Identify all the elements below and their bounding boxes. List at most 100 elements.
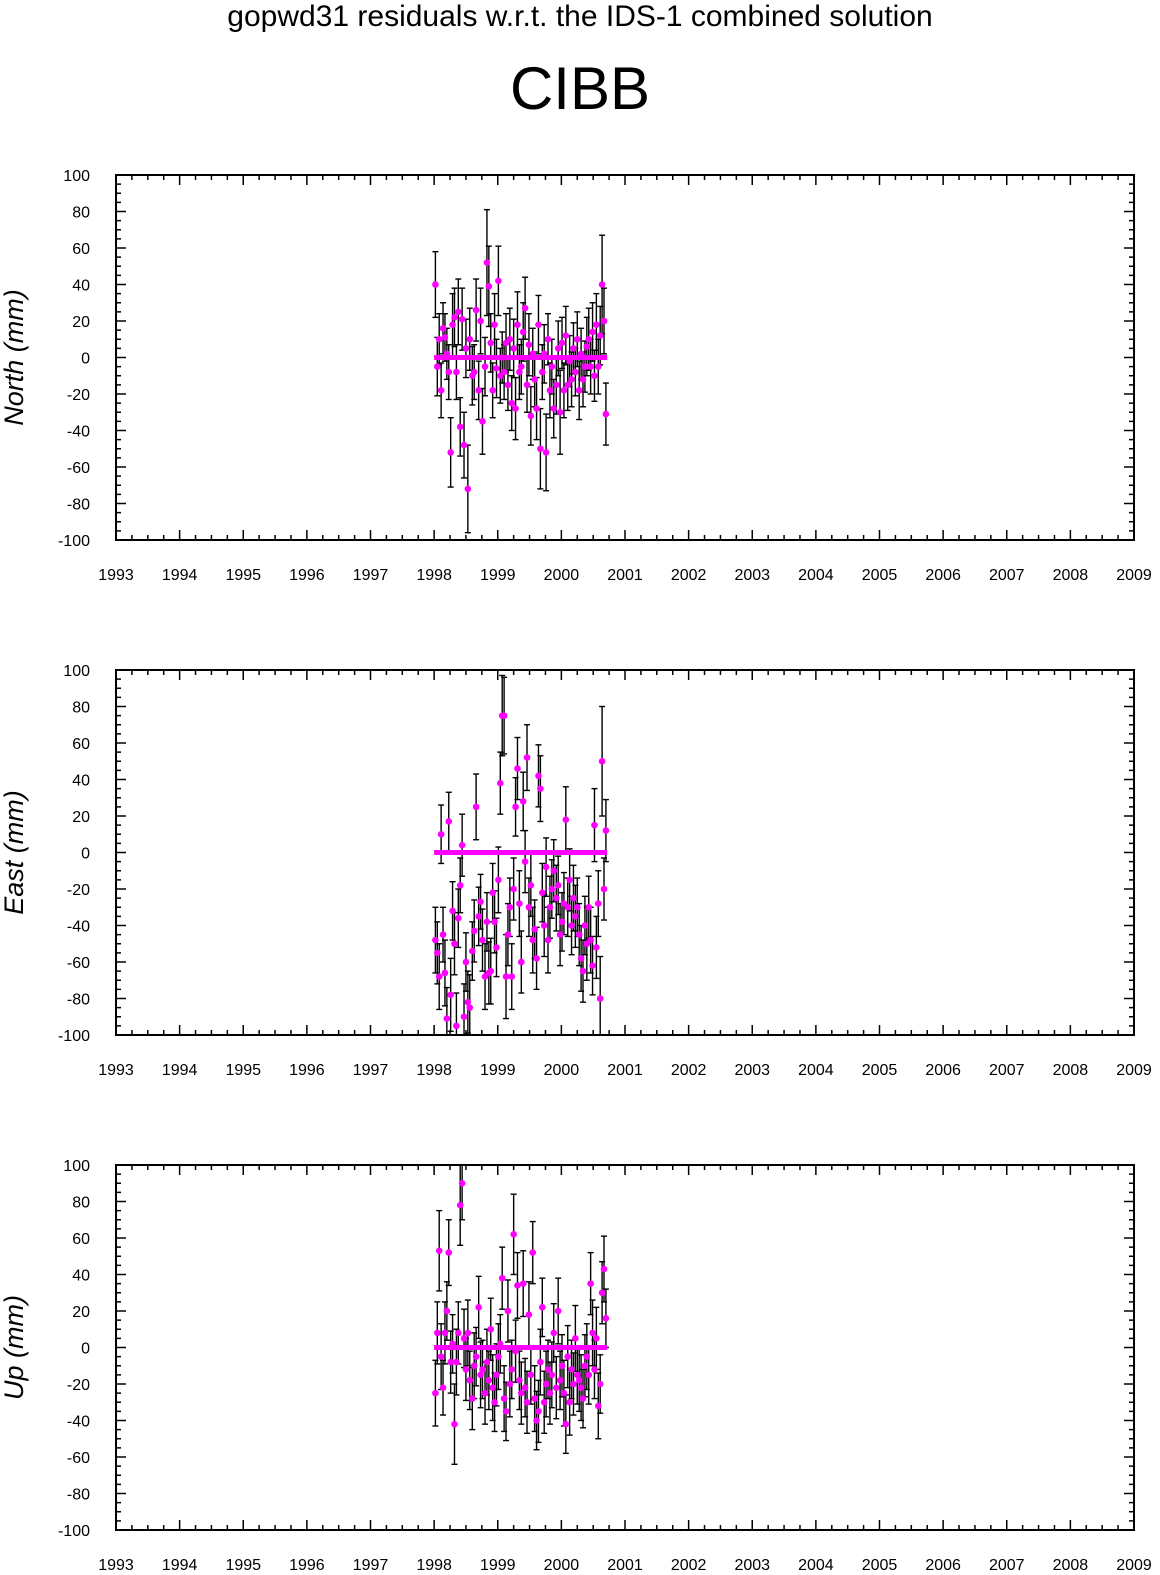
x-tick-label: 2001 — [607, 1062, 643, 1079]
data-point — [491, 321, 498, 328]
data-point — [572, 368, 579, 376]
data-point — [596, 1380, 604, 1388]
data-point — [516, 368, 523, 376]
data-point — [552, 1384, 560, 1391]
data-point — [434, 363, 441, 370]
x-tick-label: 2006 — [925, 1557, 961, 1574]
data-point — [521, 304, 529, 312]
data-point — [432, 1389, 439, 1397]
data-point — [445, 368, 453, 376]
x-tick-label: 2007 — [989, 1062, 1025, 1079]
x-tick-label: 2002 — [671, 567, 707, 584]
data-point — [564, 1353, 572, 1360]
data-point — [548, 885, 556, 893]
data-point — [596, 332, 604, 339]
data-point — [573, 903, 581, 911]
data-point — [439, 325, 447, 332]
data-point — [573, 1371, 581, 1379]
data-point — [575, 387, 583, 394]
data-point — [560, 1389, 568, 1397]
data-point — [550, 405, 558, 412]
east-panel: 1993 1994 1995 1996 1997 1998 1999 2000 2001 2002… — [0, 645, 1160, 1095]
data-point — [533, 955, 540, 962]
data-point — [538, 889, 546, 896]
data-point — [591, 821, 598, 829]
y-axis-title: North (mm) — [0, 289, 29, 426]
x-tick-label: 1994 — [162, 567, 198, 584]
north-panel: 1993 1994 1995 1996 1997 1998 1999 2000 2001 2002… — [0, 150, 1160, 600]
data-point — [485, 1377, 493, 1384]
data-point — [445, 818, 453, 825]
data-point — [566, 876, 573, 884]
data-point — [443, 1307, 451, 1315]
data-layer — [432, 1165, 610, 1465]
data-point — [504, 931, 512, 938]
data-point — [585, 335, 593, 343]
data-point — [506, 903, 514, 911]
x-tick-label: 1995 — [225, 567, 261, 584]
data-point — [537, 445, 544, 453]
x-tick-label: 2009 — [1116, 567, 1152, 584]
y-tick-label: -20 — [67, 882, 90, 899]
data-point — [508, 399, 516, 407]
data-point — [481, 363, 489, 370]
data-point — [487, 967, 495, 975]
y-tick-label: -20 — [67, 1377, 90, 1394]
data-point — [498, 1274, 506, 1282]
data-point — [449, 1340, 456, 1348]
data-point — [550, 1329, 558, 1337]
data-point — [460, 441, 468, 449]
data-point — [432, 281, 439, 288]
data-point — [502, 973, 510, 980]
data-point — [575, 1377, 583, 1384]
y-tick-label: -80 — [67, 1487, 90, 1504]
y-axis-title: Up (mm) — [0, 1295, 29, 1400]
data-point — [458, 841, 466, 849]
y-tick-label: -80 — [67, 497, 90, 514]
data-point — [577, 955, 585, 962]
data-point — [535, 321, 542, 328]
data-point — [455, 308, 462, 316]
data-point — [554, 345, 562, 352]
y-tick-label: 0 — [81, 351, 90, 368]
data-point — [508, 1366, 516, 1373]
data-point — [441, 334, 449, 341]
data-point — [540, 922, 548, 929]
data-point — [449, 907, 456, 915]
x-tick-label: 1997 — [353, 1557, 389, 1574]
data-point — [508, 973, 516, 980]
data-point — [435, 1247, 443, 1255]
data-point — [542, 863, 550, 871]
data-point — [485, 283, 493, 290]
x-tick-label: 1994 — [162, 1557, 198, 1574]
x-tick-label: 2003 — [734, 1557, 770, 1574]
data-point — [437, 1353, 445, 1360]
data-point — [487, 339, 495, 347]
data-point — [506, 335, 514, 343]
x-tick-label: 1995 — [225, 1557, 261, 1574]
y-tick-label: 60 — [72, 736, 90, 753]
data-point — [470, 368, 478, 376]
data-point — [439, 1384, 447, 1391]
data-point — [498, 354, 506, 361]
data-point — [600, 317, 608, 325]
data-point — [579, 967, 587, 975]
data-point — [443, 350, 451, 358]
data-point — [593, 321, 600, 328]
data-point — [529, 350, 537, 358]
data-point — [458, 315, 466, 323]
x-tick-label: 1996 — [289, 1062, 325, 1079]
y-tick-label: 40 — [72, 773, 90, 790]
data-point — [594, 363, 602, 370]
data-point — [566, 1398, 573, 1406]
data-point — [552, 381, 560, 389]
data-point — [525, 1311, 533, 1318]
data-point — [602, 1315, 610, 1322]
data-point — [453, 1358, 460, 1366]
data-point — [493, 365, 500, 372]
data-point — [573, 335, 581, 343]
y-tick-label: 100 — [63, 663, 90, 680]
data-point — [564, 381, 572, 389]
data-point — [447, 991, 454, 999]
data-point — [594, 900, 602, 907]
